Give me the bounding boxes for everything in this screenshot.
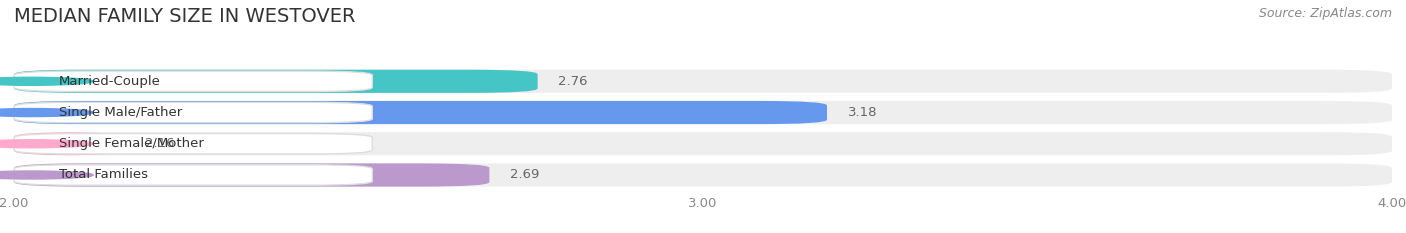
FancyBboxPatch shape bbox=[14, 70, 1392, 93]
Circle shape bbox=[0, 109, 93, 116]
FancyBboxPatch shape bbox=[14, 132, 1392, 155]
FancyBboxPatch shape bbox=[14, 132, 124, 155]
FancyBboxPatch shape bbox=[14, 101, 827, 124]
FancyBboxPatch shape bbox=[14, 163, 1392, 187]
Text: 2.76: 2.76 bbox=[558, 75, 588, 88]
Text: 2.69: 2.69 bbox=[510, 168, 540, 182]
FancyBboxPatch shape bbox=[14, 70, 537, 93]
FancyBboxPatch shape bbox=[14, 101, 1392, 124]
Text: Total Families: Total Families bbox=[59, 168, 148, 182]
Text: Married-Couple: Married-Couple bbox=[59, 75, 160, 88]
FancyBboxPatch shape bbox=[14, 71, 373, 92]
Text: Source: ZipAtlas.com: Source: ZipAtlas.com bbox=[1258, 7, 1392, 20]
FancyBboxPatch shape bbox=[14, 102, 373, 123]
Circle shape bbox=[0, 171, 93, 179]
Circle shape bbox=[0, 140, 93, 148]
Text: 3.18: 3.18 bbox=[848, 106, 877, 119]
Text: MEDIAN FAMILY SIZE IN WESTOVER: MEDIAN FAMILY SIZE IN WESTOVER bbox=[14, 7, 356, 26]
FancyBboxPatch shape bbox=[14, 165, 373, 185]
Text: 2.16: 2.16 bbox=[145, 137, 174, 150]
Text: Single Male/Father: Single Male/Father bbox=[59, 106, 183, 119]
Text: Single Female/Mother: Single Female/Mother bbox=[59, 137, 204, 150]
FancyBboxPatch shape bbox=[14, 163, 489, 187]
Circle shape bbox=[0, 77, 93, 85]
FancyBboxPatch shape bbox=[14, 134, 373, 154]
